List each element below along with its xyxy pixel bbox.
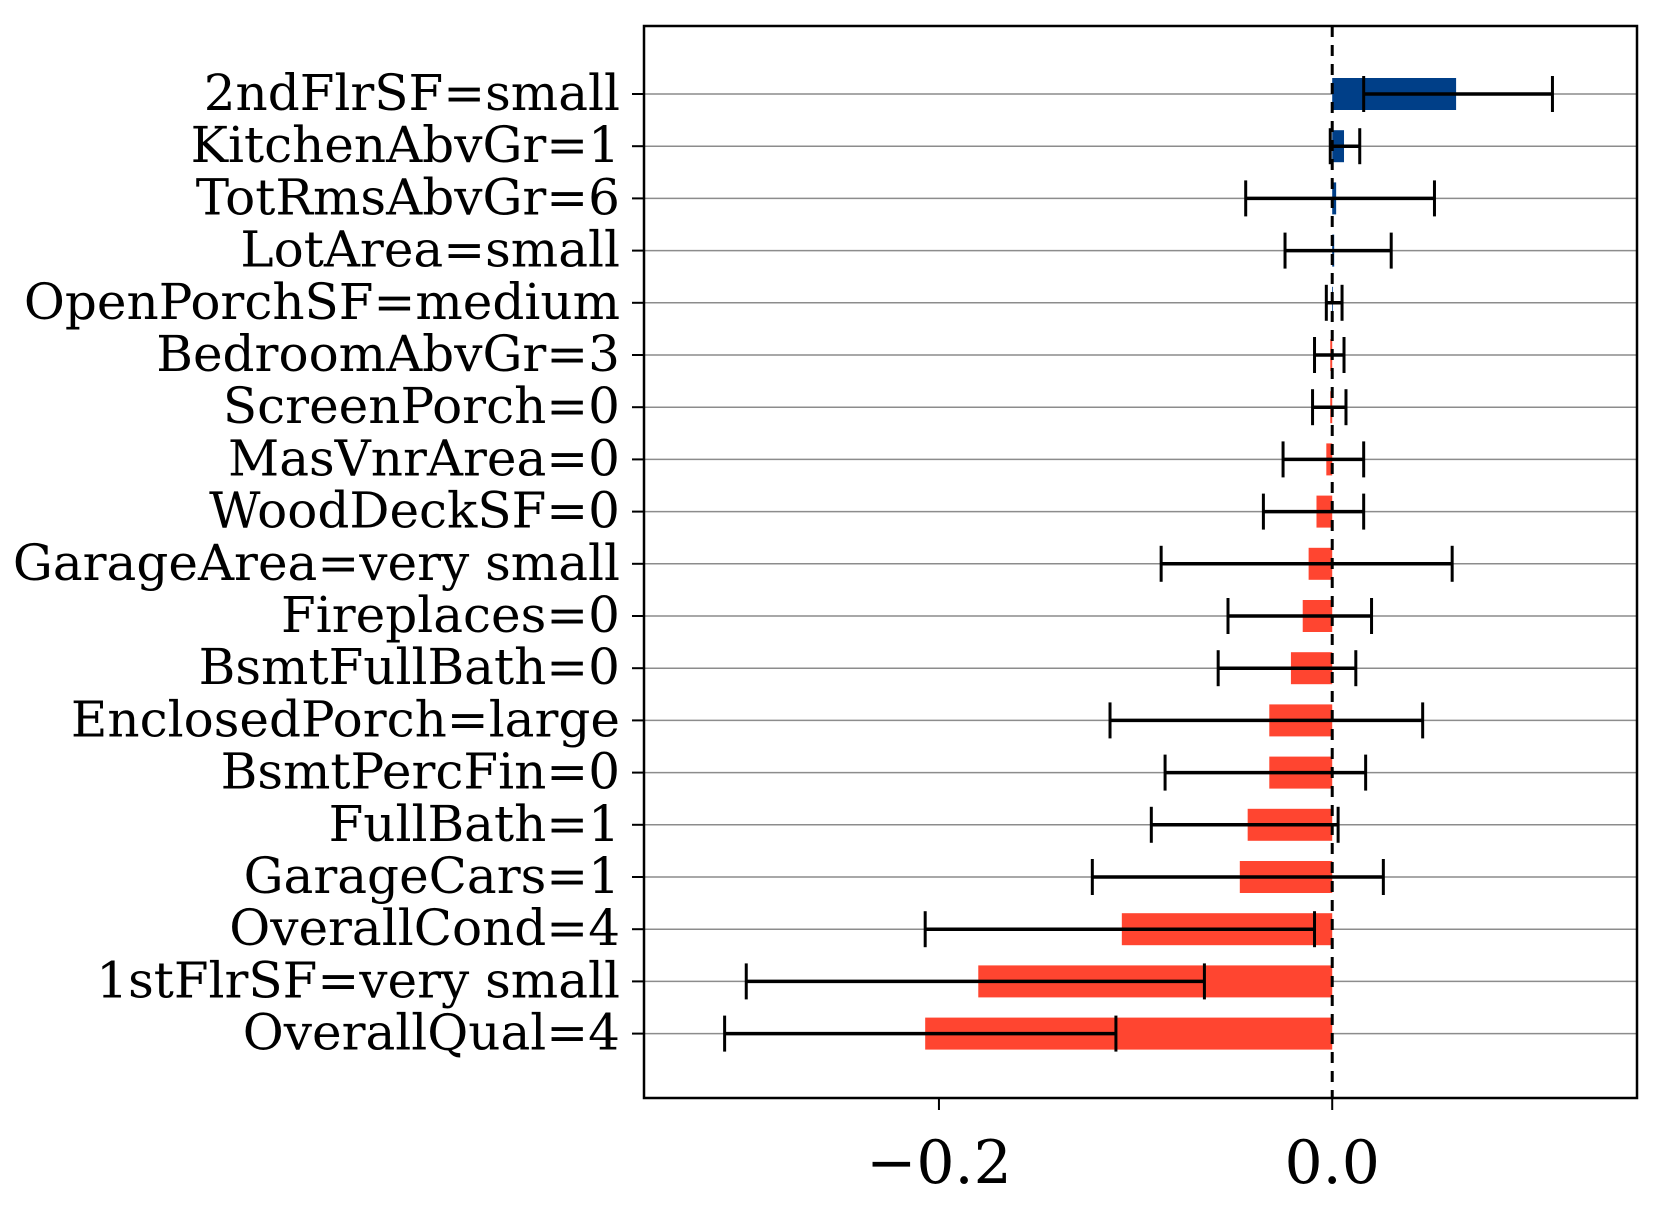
- plot-frame: [642, 24, 1639, 1100]
- error-bar: [1216, 650, 1358, 687]
- y-tick-label: MasVnrArea=0: [228, 429, 620, 487]
- error-bar: [1313, 337, 1346, 373]
- error-bar: [1261, 493, 1366, 530]
- y-tick-labels: 2ndFlrSF=smallKitchenAbvGr=1TotRmsAbvGr=…: [13, 64, 644, 1062]
- error-bar: [1362, 76, 1554, 112]
- error-bar: [1108, 702, 1425, 739]
- y-tick-label: GarageArea=very small: [13, 534, 620, 592]
- error-bar: [1281, 441, 1366, 478]
- y-tick-label: OverallCond=4: [229, 899, 620, 957]
- y-tick-label: LotArea=small: [240, 221, 620, 279]
- x-ticks: −0.2 0.0: [866, 1098, 1380, 1198]
- error-bar: [1283, 232, 1393, 269]
- error-bar: [1149, 806, 1340, 843]
- y-tick-label: OverallQual=4: [243, 1004, 620, 1062]
- y-tick-label: 1stFlrSF=very small: [96, 951, 620, 1009]
- error-bar: [1311, 389, 1348, 426]
- x-tick-label: −0.2: [866, 1128, 1012, 1198]
- y-tick-label: FullBath=1: [329, 795, 620, 853]
- y-tick-label: ScreenPorch=0: [223, 377, 620, 435]
- error-bar: [723, 1015, 1118, 1052]
- error-bar: [1244, 180, 1436, 217]
- y-tick-label: WoodDeckSF=0: [209, 482, 620, 540]
- error-bar: [1090, 859, 1385, 895]
- y-tick-label: Fireplaces=0: [281, 586, 620, 644]
- grid-lines: [644, 93, 1637, 1035]
- y-tick-label: OpenPorchSF=medium: [24, 273, 620, 331]
- y-tick-label: GarageCars=1: [244, 847, 620, 905]
- error-bar: [1324, 284, 1344, 321]
- error-bar: [1226, 598, 1374, 634]
- error-bar: [1163, 754, 1368, 791]
- y-tick-label: KitchenAbvGr=1: [191, 116, 620, 174]
- y-tick-label: BedroomAbvGr=3: [156, 325, 620, 383]
- y-tick-label: EnclosedPorch=large: [71, 690, 620, 748]
- y-tick-label: BsmtFullBath=0: [199, 638, 620, 696]
- y-tick-label: TotRmsAbvGr=6: [196, 168, 620, 226]
- error-bar: [1159, 545, 1454, 582]
- y-tick-label: 2ndFlrSF=small: [204, 64, 620, 122]
- error-bar: [1328, 128, 1362, 165]
- x-tick-label: 0.0: [1285, 1128, 1380, 1198]
- error-bars: [723, 76, 1554, 1052]
- y-tick-label: BsmtPercFin=0: [221, 743, 620, 801]
- error-bar: [744, 963, 1206, 1000]
- error-bar: [923, 911, 1317, 948]
